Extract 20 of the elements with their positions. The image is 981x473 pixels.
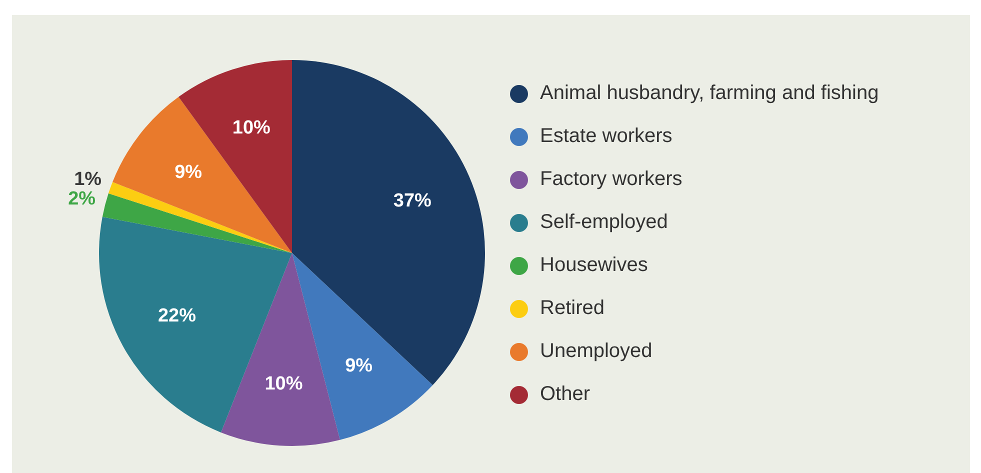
data-label: 2% — [68, 188, 96, 210]
data-label: 9% — [345, 355, 373, 376]
legend-label: Retired — [540, 297, 604, 320]
legend-label: Other — [540, 383, 590, 406]
pie-slice — [102, 193, 292, 253]
data-label: 1% — [74, 168, 102, 190]
data-label: 22% — [158, 306, 196, 327]
data-label: 9% — [174, 162, 202, 184]
data-label: 10% — [232, 118, 271, 139]
pie-slice — [112, 96, 292, 253]
legend-label: Factory workers — [540, 168, 682, 191]
legend-label: Unemployed — [540, 340, 652, 363]
data-label: 37% — [393, 190, 432, 212]
legend-label: Self-employed — [540, 211, 668, 234]
pie-slice — [220, 253, 340, 446]
legend-label: Animal husbandry, farming and fishing — [540, 82, 879, 105]
legend-label: Housewives — [540, 254, 648, 277]
pie-slice — [108, 182, 292, 253]
legend-label: Estate workers — [540, 125, 672, 148]
data-label: 10% — [264, 373, 303, 394]
